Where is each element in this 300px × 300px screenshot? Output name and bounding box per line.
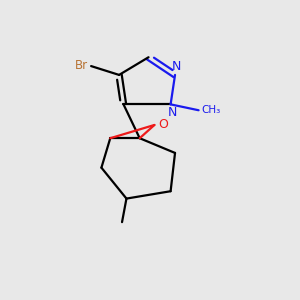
Text: N: N (172, 60, 181, 74)
Text: O: O (158, 118, 168, 131)
Text: Br: Br (75, 59, 88, 72)
Text: CH₃: CH₃ (202, 105, 221, 115)
Text: N: N (167, 106, 177, 119)
